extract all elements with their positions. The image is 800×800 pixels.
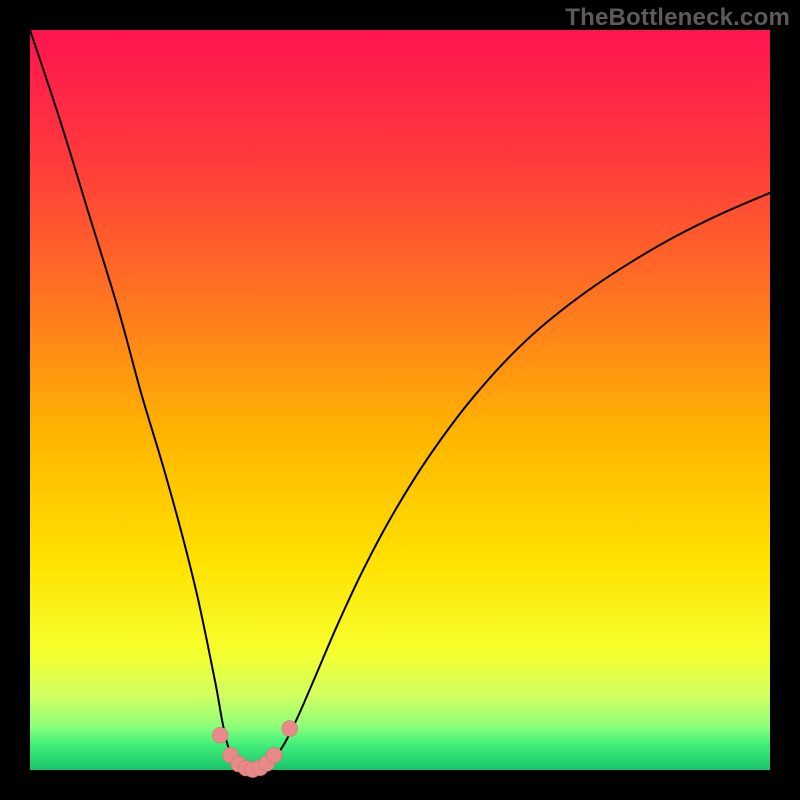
marker-point [282,721,298,737]
bottleneck-chart [0,0,800,800]
watermark-text: TheBottleneck.com [565,4,790,32]
chart-container: { "canvas": { "width": 800, "height": 80… [0,0,800,800]
marker-point [266,747,282,763]
plot-background [30,30,770,770]
marker-point [212,727,228,743]
